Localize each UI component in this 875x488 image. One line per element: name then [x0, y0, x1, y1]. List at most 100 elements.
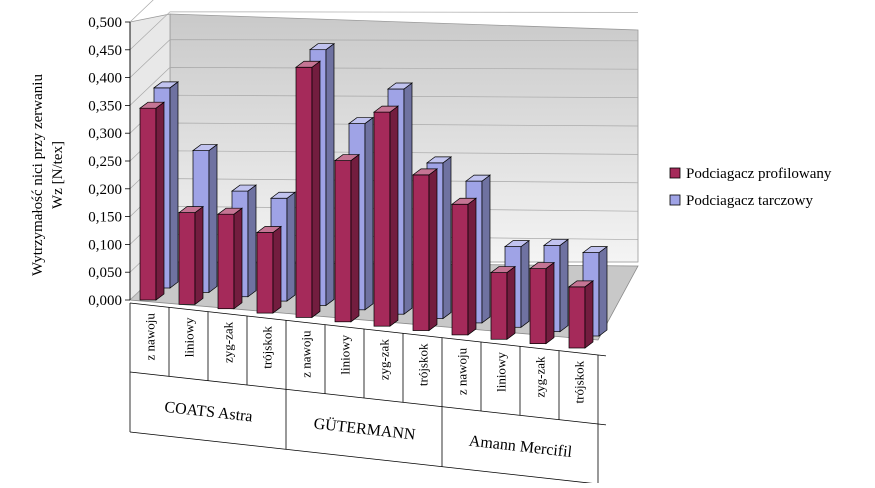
bar-side — [584, 280, 594, 349]
bar-side — [286, 191, 296, 302]
category-label: zyg-zak — [533, 356, 548, 398]
bar-side — [311, 60, 321, 319]
bar-top — [581, 246, 609, 253]
bar-top — [294, 60, 322, 68]
bar-side — [403, 82, 413, 315]
bar-profilowany — [450, 197, 478, 336]
bar-side — [428, 168, 438, 332]
y-tick-label: 0,200 — [88, 182, 122, 198]
category-label: liniowy — [182, 317, 197, 357]
bar-top — [191, 144, 219, 151]
y-tick-label: 0,150 — [88, 210, 122, 226]
bar-side — [442, 156, 452, 320]
group-label: Amann Mercifil — [468, 433, 573, 461]
bar-side — [155, 101, 165, 301]
category-row-line — [129, 302, 607, 357]
category-label: trójskok — [416, 343, 431, 386]
legend-swatch-profilowany — [669, 167, 681, 179]
bar-front — [334, 160, 352, 323]
bar-profilowany — [294, 60, 322, 319]
bar-side — [194, 205, 204, 306]
bar-side — [481, 174, 491, 324]
bar-top — [464, 174, 492, 182]
category-label: zyg-zak — [221, 321, 236, 363]
y-tick-label: 0,500 — [88, 15, 122, 31]
category-label: zyg-zak — [377, 339, 392, 381]
category-label: liniowy — [494, 352, 509, 392]
legend-box — [660, 158, 875, 216]
bar-side — [545, 261, 555, 345]
legend-label-profilowany: Podciagacz profilowany — [686, 166, 832, 182]
y-axis-label-line2: Wz [N/tex] — [50, 141, 66, 209]
bar-side — [467, 197, 477, 336]
bar-front — [568, 286, 586, 349]
y-tick-label: 0,350 — [88, 98, 122, 114]
bar-side — [272, 225, 282, 314]
bar-top — [216, 207, 244, 215]
bar-side — [364, 116, 374, 311]
bar-top — [425, 156, 453, 164]
bar-front — [139, 107, 157, 301]
bar-front — [451, 203, 469, 336]
gridline — [129, 67, 639, 106]
bar-top — [372, 105, 400, 113]
legend-swatch-tarczowy — [669, 194, 681, 206]
bar-top — [255, 226, 283, 233]
bar-top — [503, 240, 531, 248]
category-row-line — [129, 431, 607, 486]
y-tick-label: 0,050 — [88, 265, 122, 281]
y-axis: 0,000 0,050 0,100 0,150 0,200 0,250 0,300 0,350… — [88, 15, 131, 309]
group-label: COATS Astra — [164, 399, 254, 426]
bar-top — [386, 82, 414, 90]
bar-front — [373, 111, 391, 327]
y-tick-label: 0,100 — [88, 237, 122, 253]
bar-side — [559, 238, 569, 333]
bar-profilowany — [255, 225, 283, 314]
bar-profilowany — [216, 207, 244, 310]
category-label: z nawoju — [455, 347, 470, 395]
bar-top — [333, 154, 361, 161]
bar-front — [295, 66, 313, 318]
y-tick-label: 0,400 — [88, 71, 122, 87]
bar-side — [506, 265, 516, 340]
bar-top — [489, 266, 517, 273]
group-label: GÜTERMANN — [313, 414, 417, 443]
legend-label-tarczowy: Podciagacz tarczowy — [686, 193, 814, 209]
bar-front — [490, 272, 508, 340]
bar-top — [177, 206, 205, 213]
bar-side — [208, 143, 218, 294]
y-tick-label: 0,300 — [88, 126, 122, 142]
category-label: trójskok — [260, 326, 275, 369]
y-tick-label: 0,250 — [88, 154, 122, 170]
category-row-line — [129, 371, 607, 426]
bar-front — [412, 174, 430, 331]
bar-front — [178, 212, 196, 305]
category-label: z nawoju — [143, 313, 158, 361]
bar-profilowany — [333, 153, 361, 323]
bar-profilowany — [528, 261, 556, 345]
bar-top — [138, 101, 166, 109]
bar-profilowany — [567, 280, 595, 349]
bar-top — [269, 191, 297, 199]
bar-top — [308, 43, 336, 51]
bar-front — [217, 213, 235, 310]
bar-profilowany — [372, 105, 400, 327]
bar-top — [567, 280, 595, 288]
legend: Podciagacz profilowany Podciagacz tarczo… — [660, 158, 875, 216]
bar-profilowany — [411, 168, 439, 332]
bar-side — [389, 105, 399, 327]
y-tick-label: 0,000 — [88, 293, 122, 309]
bar-top — [230, 184, 258, 192]
y-tick-label: 0,450 — [88, 43, 122, 59]
bar-front — [256, 232, 274, 314]
category-label: z nawoju — [299, 330, 314, 378]
bars — [138, 42, 609, 349]
bar-side — [598, 245, 608, 337]
bar-side — [350, 153, 360, 323]
bar-top — [152, 81, 180, 89]
bar-side — [233, 207, 243, 310]
bar-side — [325, 42, 335, 307]
category-label: liniowy — [338, 334, 353, 374]
